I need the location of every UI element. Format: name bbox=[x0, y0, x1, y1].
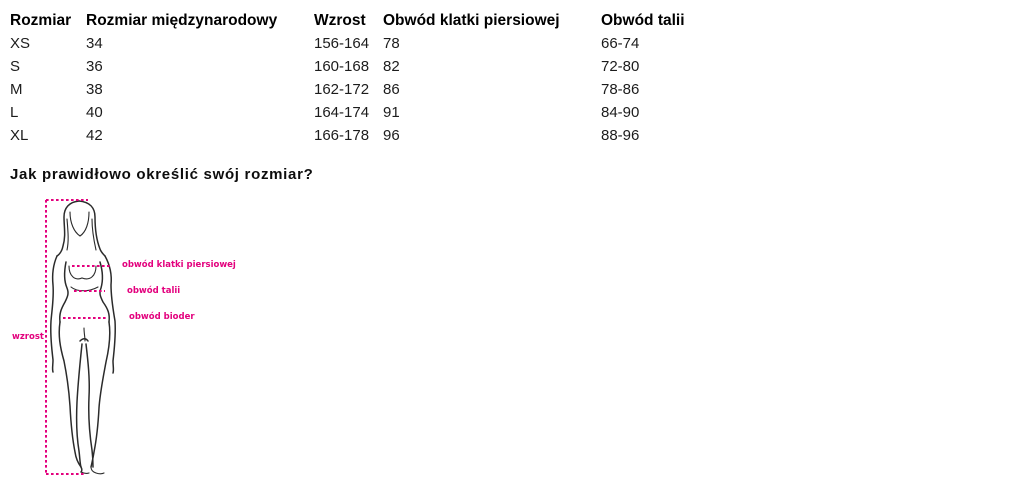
cell-chest: 82 bbox=[383, 58, 400, 75]
cell-waist: 84-90 bbox=[601, 104, 640, 121]
hips-measure-label: obwód bioder bbox=[129, 312, 195, 322]
cell-waist: 66-74 bbox=[601, 35, 640, 52]
size-table-row-xl: XL 42 166-178 96 88-96 bbox=[8, 124, 721, 147]
cell-height: 162-172 bbox=[314, 81, 370, 98]
cell-height: 166-178 bbox=[314, 127, 370, 144]
section-heading: Jak prawidłowo określić swój rozmiar? bbox=[10, 166, 314, 183]
cell-intl-size: 38 bbox=[86, 81, 103, 98]
cell-chest: 91 bbox=[383, 104, 400, 121]
cell-waist: 88-96 bbox=[601, 127, 640, 144]
size-table: Rozmiar Rozmiar międzynarodowy Wzrost Ob… bbox=[8, 9, 721, 147]
col-header-wzrost: Wzrost bbox=[314, 12, 366, 29]
col-header-rozmiar: Rozmiar bbox=[10, 12, 72, 29]
cell-height: 160-168 bbox=[314, 58, 370, 75]
cell-chest: 78 bbox=[383, 35, 400, 52]
cell-chest: 86 bbox=[383, 81, 400, 98]
body-outline bbox=[50, 200, 116, 473]
size-table-row-s: S 36 160-168 82 72-80 bbox=[8, 55, 721, 78]
cell-size: XS bbox=[10, 35, 31, 52]
female-figure-drawing bbox=[45, 199, 116, 475]
cell-intl-size: 40 bbox=[86, 104, 103, 121]
cell-waist: 72-80 bbox=[601, 58, 640, 75]
cell-intl-size: 42 bbox=[86, 127, 103, 144]
size-table-row-l: L 40 164-174 91 84-90 bbox=[8, 101, 721, 124]
cell-intl-size: 36 bbox=[86, 58, 103, 75]
measurement-figure: obwód klatki piersiowej obwód talii obwó… bbox=[0, 195, 420, 487]
col-header-rozmiar-miedzynarodowy: Rozmiar międzynarodowy bbox=[86, 12, 278, 29]
cell-height: 156-164 bbox=[314, 35, 370, 52]
col-header-obwod-talii: Obwód talii bbox=[601, 12, 685, 29]
cell-chest: 96 bbox=[383, 127, 400, 144]
col-header-obwod-klatki: Obwód klatki piersiowej bbox=[383, 12, 560, 29]
chest-measure-label: obwód klatki piersiowej bbox=[122, 260, 236, 270]
cell-height: 164-174 bbox=[314, 104, 370, 121]
size-table-row-xs: XS 34 156-164 78 66-74 bbox=[8, 32, 721, 55]
height-measure-label: wzrost bbox=[12, 332, 44, 342]
size-table-row-m: M 38 162-172 86 78-86 bbox=[8, 78, 721, 101]
cell-size: S bbox=[10, 58, 21, 75]
size-table-header-row: Rozmiar Rozmiar międzynarodowy Wzrost Ob… bbox=[8, 9, 721, 32]
cell-size: XL bbox=[10, 127, 29, 144]
body-detail-lines bbox=[66, 211, 105, 475]
cell-intl-size: 34 bbox=[86, 35, 103, 52]
cell-waist: 78-86 bbox=[601, 81, 640, 98]
cell-size: L bbox=[10, 104, 19, 121]
waist-measure-label: obwód talii bbox=[127, 286, 181, 296]
cell-size: M bbox=[10, 81, 23, 98]
